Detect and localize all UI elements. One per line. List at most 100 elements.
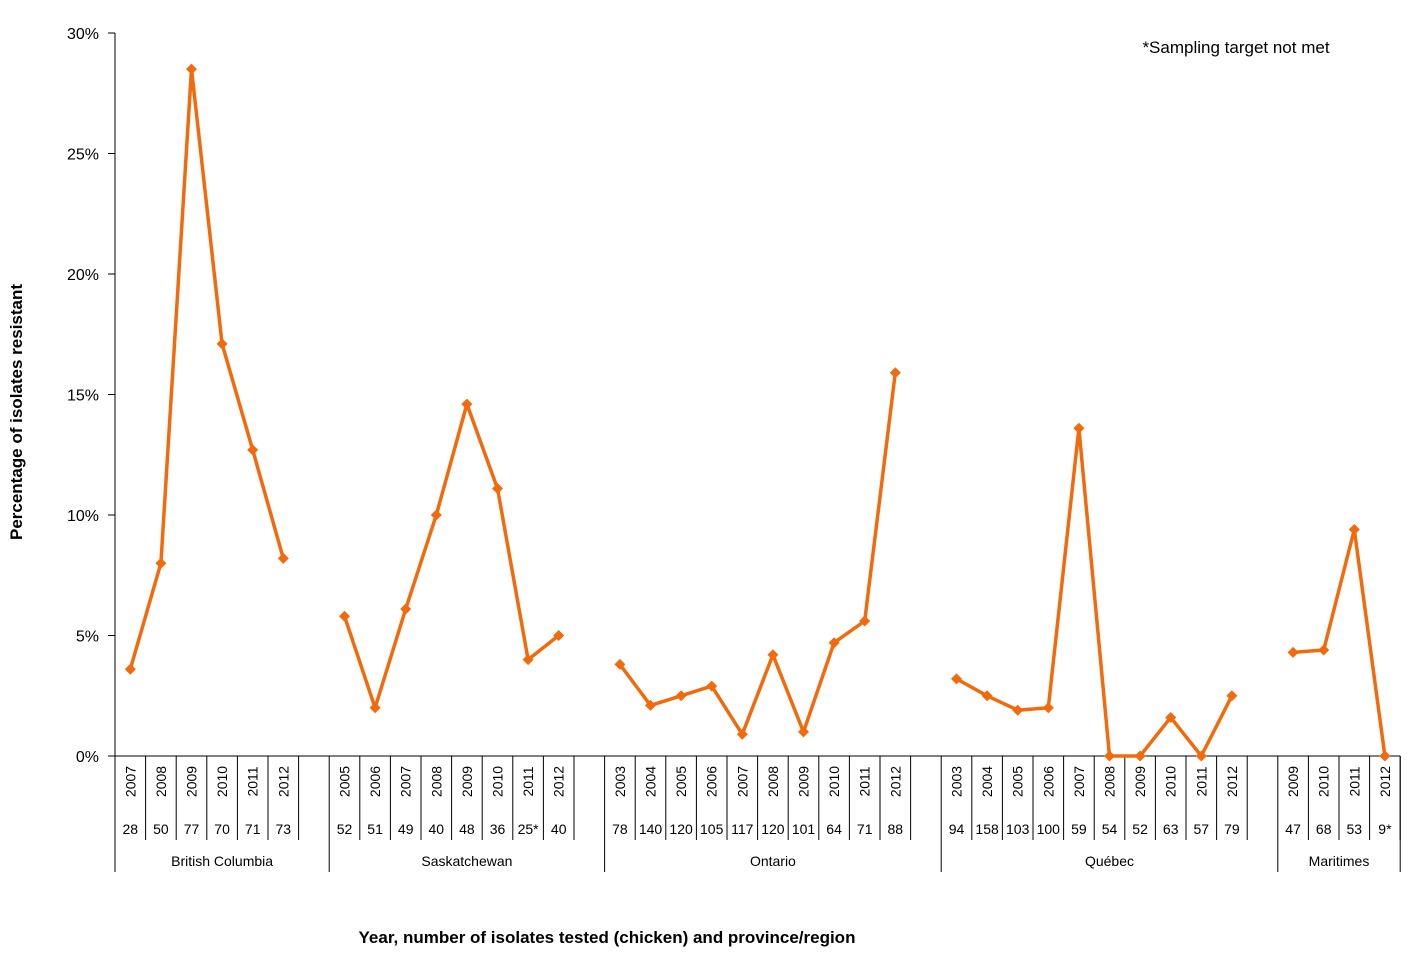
data-point-marker <box>124 663 136 675</box>
series-markers <box>124 63 1391 762</box>
data-point-marker <box>614 658 626 670</box>
year-label: 2007 <box>398 766 414 797</box>
year-label: 2004 <box>643 766 659 797</box>
data-point-marker <box>859 615 871 627</box>
data-point-marker <box>339 610 350 622</box>
year-label: 2012 <box>887 766 903 797</box>
data-point-marker <box>492 482 503 494</box>
year-label: 2011 <box>1193 766 1209 796</box>
year-label: 2011 <box>1346 766 1362 796</box>
isolate-count-label: 53 <box>1347 821 1363 837</box>
year-label: 2009 <box>459 766 475 797</box>
isolate-count-label: 57 <box>1194 821 1210 837</box>
year-label: 2009 <box>1132 766 1148 797</box>
year-label: 2006 <box>1040 766 1056 797</box>
isolate-count-label: 52 <box>1132 821 1148 837</box>
isolate-count-label: 120 <box>669 821 693 837</box>
isolate-count-label: 49 <box>398 821 414 837</box>
isolate-count-label: 9* <box>1378 821 1392 837</box>
isolate-count-label: 63 <box>1163 821 1179 837</box>
isolate-count-label: 117 <box>731 821 754 837</box>
year-label: 2007 <box>122 766 138 797</box>
year-label: 2012 <box>1377 766 1393 797</box>
data-point-marker <box>981 690 993 702</box>
data-point-marker <box>1134 750 1146 762</box>
series-line <box>342 402 560 710</box>
isolate-count-label: 71 <box>857 821 873 837</box>
region-label: Maritimes <box>1309 853 1370 869</box>
year-label: 2005 <box>337 766 353 797</box>
y-tick-label: 20% <box>67 267 99 284</box>
series-line <box>618 372 898 737</box>
region-label: Québec <box>1085 853 1134 869</box>
data-point-marker <box>736 728 748 740</box>
isolate-count-label: 47 <box>1285 821 1301 837</box>
y-tick-label: 5% <box>76 629 99 646</box>
y-axis: 0% 5% 10% 15% 20% 25% 30% <box>67 26 116 766</box>
isolate-count-label: 48 <box>459 821 475 837</box>
isolate-count-label: 50 <box>153 821 169 837</box>
year-label: 2010 <box>826 766 842 797</box>
series-line <box>1292 527 1387 757</box>
data-point-marker <box>767 649 779 661</box>
year-label: 2007 <box>734 766 750 797</box>
year-label: 2011 <box>520 766 536 796</box>
isolate-count-label: 36 <box>490 821 506 837</box>
y-axis-title: Percentage of isolates resistant <box>7 284 26 540</box>
series-line <box>128 67 285 670</box>
year-label: 2003 <box>949 766 965 797</box>
data-point-marker <box>1287 646 1299 658</box>
year-label: 2010 <box>1316 766 1332 797</box>
isolate-count-label: 140 <box>639 821 663 837</box>
year-label: 2010 <box>1163 766 1179 797</box>
isolate-count-label: 59 <box>1071 821 1087 837</box>
x-axis-category-table: British Columbia 2007 28 2008 50 2009 77 2010 70… <box>114 755 1401 872</box>
data-point-marker <box>247 444 259 456</box>
year-label: 2009 <box>796 766 812 797</box>
isolate-count-label: 25* <box>518 821 540 837</box>
year-label: 2005 <box>673 766 689 797</box>
data-point-marker <box>675 690 687 702</box>
year-label: 2003 <box>612 766 628 797</box>
y-tick-label: 15% <box>67 388 99 405</box>
y-tick-label: 10% <box>67 508 99 525</box>
data-point-marker <box>1104 750 1115 762</box>
x-axis-title: Year, number of isolates tested (chicken… <box>359 928 856 947</box>
region-label: Saskatchewan <box>421 853 512 869</box>
data-point-marker <box>186 63 197 75</box>
isolate-count-label: 79 <box>1224 821 1240 837</box>
year-label: 2005 <box>1010 766 1026 797</box>
data-point-marker <box>951 673 962 685</box>
year-label: 2008 <box>1102 766 1118 797</box>
isolate-count-label: 28 <box>123 821 139 837</box>
data-point-marker <box>522 654 534 666</box>
year-label: 2011 <box>857 766 873 796</box>
isolate-count-label: 68 <box>1316 821 1332 837</box>
year-label: 2006 <box>704 766 720 797</box>
data-point-marker <box>828 637 840 649</box>
isolate-count-label: 71 <box>245 821 261 837</box>
year-label: 2011 <box>245 766 261 796</box>
series-line <box>955 426 1234 758</box>
isolate-count-label: 52 <box>337 821 353 837</box>
isolate-count-label: 64 <box>826 821 842 837</box>
year-label: 2008 <box>153 766 169 797</box>
y-tick-label: 0% <box>76 749 99 766</box>
data-point-marker <box>400 603 412 615</box>
year-label: 2010 <box>214 766 230 797</box>
isolate-count-label: 40 <box>429 821 445 837</box>
data-point-marker <box>889 367 901 379</box>
year-label: 2012 <box>551 766 567 797</box>
isolate-count-label: 40 <box>551 821 567 837</box>
isolate-count-label: 120 <box>761 821 785 837</box>
data-point-marker <box>1195 750 1207 762</box>
data-point-marker <box>645 699 656 711</box>
data-point-marker <box>216 338 228 350</box>
data-point-marker <box>369 702 381 714</box>
year-label: 2010 <box>490 766 506 797</box>
region-label: British Columbia <box>171 853 273 869</box>
isolate-count-label: 101 <box>792 821 816 837</box>
isolate-count-label: 51 <box>367 821 383 837</box>
data-point-marker <box>1073 422 1085 434</box>
